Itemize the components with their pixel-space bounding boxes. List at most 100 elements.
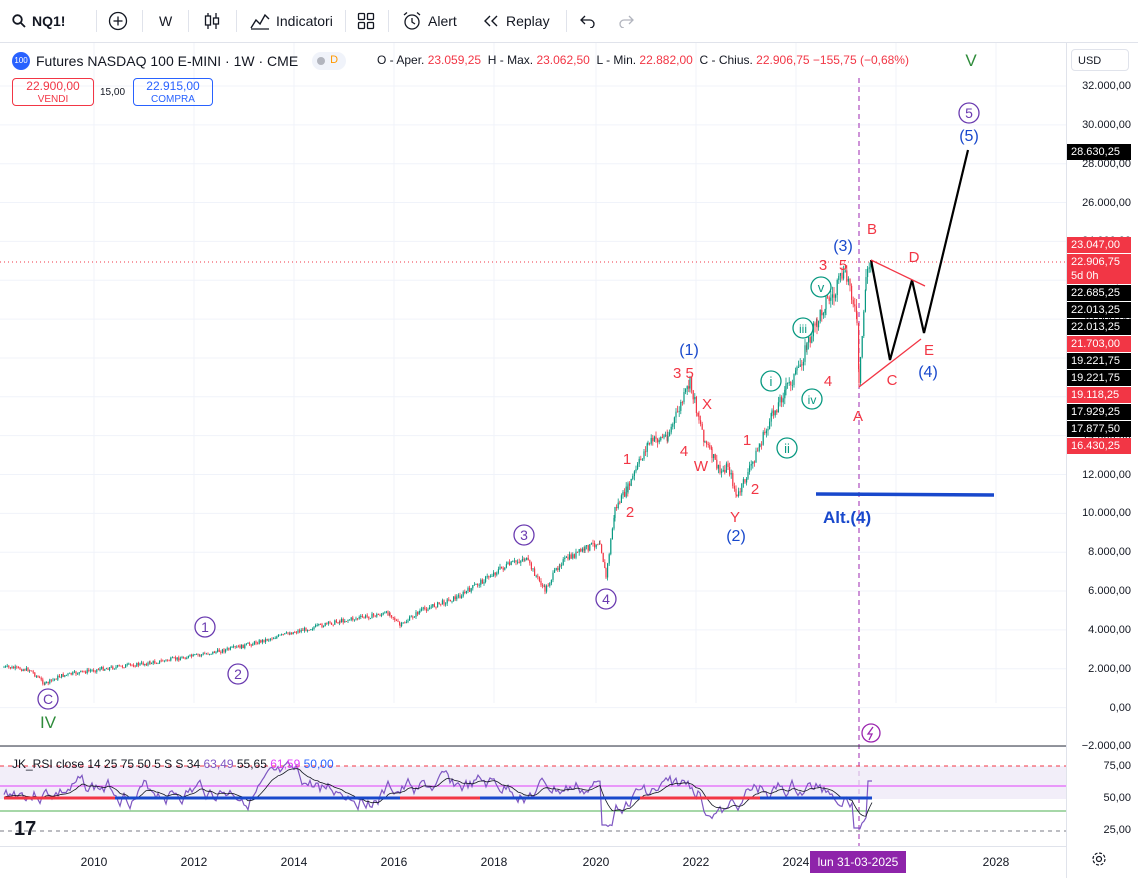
- candle-body: [237, 646, 239, 648]
- candle-body: [681, 401, 683, 403]
- layouts-button[interactable]: [357, 0, 375, 42]
- candle-body: [558, 565, 560, 571]
- candle-body: [40, 677, 42, 680]
- symbol-legend: 100 Futures NASDAQ 100 E-MINI · 1W · CME…: [12, 52, 347, 70]
- candle-body: [535, 575, 537, 577]
- candle-body: [373, 613, 375, 616]
- candle-body: [819, 309, 821, 322]
- svg-text:2: 2: [234, 666, 242, 682]
- sell-button[interactable]: 22.900,00 VENDI: [12, 78, 94, 106]
- candle-body: [459, 595, 461, 599]
- wave-label-1a: 1: [623, 451, 631, 468]
- candle-body: [640, 458, 642, 460]
- candle-body: [629, 483, 631, 486]
- wave-label-IV: IV: [40, 713, 57, 732]
- grid-icon: [357, 12, 375, 30]
- candle-body: [374, 615, 376, 617]
- candle-body: [481, 579, 483, 584]
- interval-button[interactable]: W: [159, 0, 172, 42]
- candle-body: [501, 566, 503, 569]
- candle-body: [265, 639, 267, 643]
- candle-body: [647, 442, 649, 444]
- candle-body: [538, 576, 540, 581]
- wave-circle-1: 1: [194, 616, 216, 638]
- candle-body: [589, 544, 591, 551]
- rsi-signal-line: [3, 768, 873, 817]
- price-scale[interactable]: USD 32.000,00 30.000,00 28.000,00 26.000,00…: [1066, 43, 1138, 878]
- toolbar-divider: [96, 10, 97, 32]
- candle-body: [244, 644, 246, 649]
- candle-body: [99, 668, 101, 671]
- svg-text:i: i: [770, 374, 773, 389]
- indicators-button[interactable]: Indicatori: [250, 0, 333, 42]
- candle-body: [753, 461, 755, 463]
- symbol-title[interactable]: Futures NASDAQ 100 E-MINI · 1W · CME: [36, 53, 299, 69]
- candle-body: [266, 639, 268, 641]
- candle-body: [242, 644, 244, 649]
- candle-body: [587, 545, 589, 551]
- candle-body: [448, 599, 450, 601]
- price-tag: 23.047,00: [1067, 237, 1131, 253]
- candle-body: [305, 627, 307, 632]
- rsi-title[interactable]: JK_RSI close 14 25 75 50 5 S S 34: [12, 757, 201, 771]
- undo-button[interactable]: [580, 0, 596, 42]
- time-axis[interactable]: 2010 2012 2014 2016 2018 2020 2022 2024 …: [0, 846, 1066, 879]
- candle-body: [126, 664, 128, 666]
- candle-body: [407, 620, 409, 622]
- currency-select[interactable]: USD: [1071, 49, 1129, 71]
- candle-body: [804, 345, 806, 362]
- candle-body: [670, 426, 672, 433]
- candle-body: [473, 584, 475, 586]
- candle-body: [590, 543, 592, 545]
- main-chart[interactable]: C 1 2 3 4 5 i ii iii iv v IV V (1) (2) (…: [0, 43, 1066, 846]
- candle-body: [178, 657, 180, 661]
- candle-body: [421, 608, 423, 611]
- candle-body: [572, 554, 574, 559]
- candle-body: [645, 451, 647, 453]
- candle-body: [546, 585, 548, 592]
- candle-body: [578, 549, 580, 553]
- redo-button[interactable]: [618, 0, 634, 42]
- candle-body: [686, 386, 688, 390]
- candle-body: [204, 653, 206, 655]
- candle-body: [86, 669, 88, 674]
- candle-body: [669, 432, 671, 436]
- candle-body: [118, 665, 120, 667]
- market-status-badge[interactable]: D: [312, 52, 347, 70]
- events-icon[interactable]: [861, 723, 881, 743]
- candle-body: [608, 554, 610, 564]
- candle-body: [839, 272, 841, 276]
- candle-body: [462, 591, 464, 597]
- candle-body: [798, 366, 800, 368]
- compare-button[interactable]: [108, 0, 128, 42]
- time-label: 2010: [80, 855, 108, 869]
- candle-body: [250, 644, 252, 646]
- candle-body: [11, 666, 13, 669]
- candle-body: [625, 486, 627, 497]
- price-label: 32.000,00: [1082, 80, 1131, 92]
- symbol-search[interactable]: NQ1!: [12, 0, 65, 42]
- svg-text:4: 4: [602, 591, 610, 607]
- replay-button[interactable]: Replay: [482, 0, 550, 42]
- candle-body: [646, 443, 648, 452]
- buy-button[interactable]: 22.915,00 COMPRA: [133, 78, 213, 106]
- candle-body: [513, 560, 515, 562]
- candle-body: [181, 657, 183, 659]
- wave-label-1b: 1: [743, 432, 751, 449]
- candle-body: [399, 624, 401, 627]
- candle-body: [752, 461, 754, 464]
- wave-label-3: 3: [819, 257, 827, 274]
- chart-type-button[interactable]: [203, 0, 221, 42]
- wave-label-p4: (4): [918, 364, 938, 381]
- candle-body: [790, 381, 792, 386]
- alert-button[interactable]: Alert: [402, 0, 457, 42]
- candle-body: [464, 591, 466, 594]
- candle-body: [136, 662, 138, 667]
- candle-body: [429, 607, 431, 610]
- candle-body: [510, 561, 512, 565]
- candle-body: [801, 364, 803, 366]
- candle-body: [865, 277, 867, 290]
- candle-body: [446, 599, 448, 604]
- candle-body: [602, 552, 604, 563]
- settings-button[interactable]: [1091, 851, 1107, 872]
